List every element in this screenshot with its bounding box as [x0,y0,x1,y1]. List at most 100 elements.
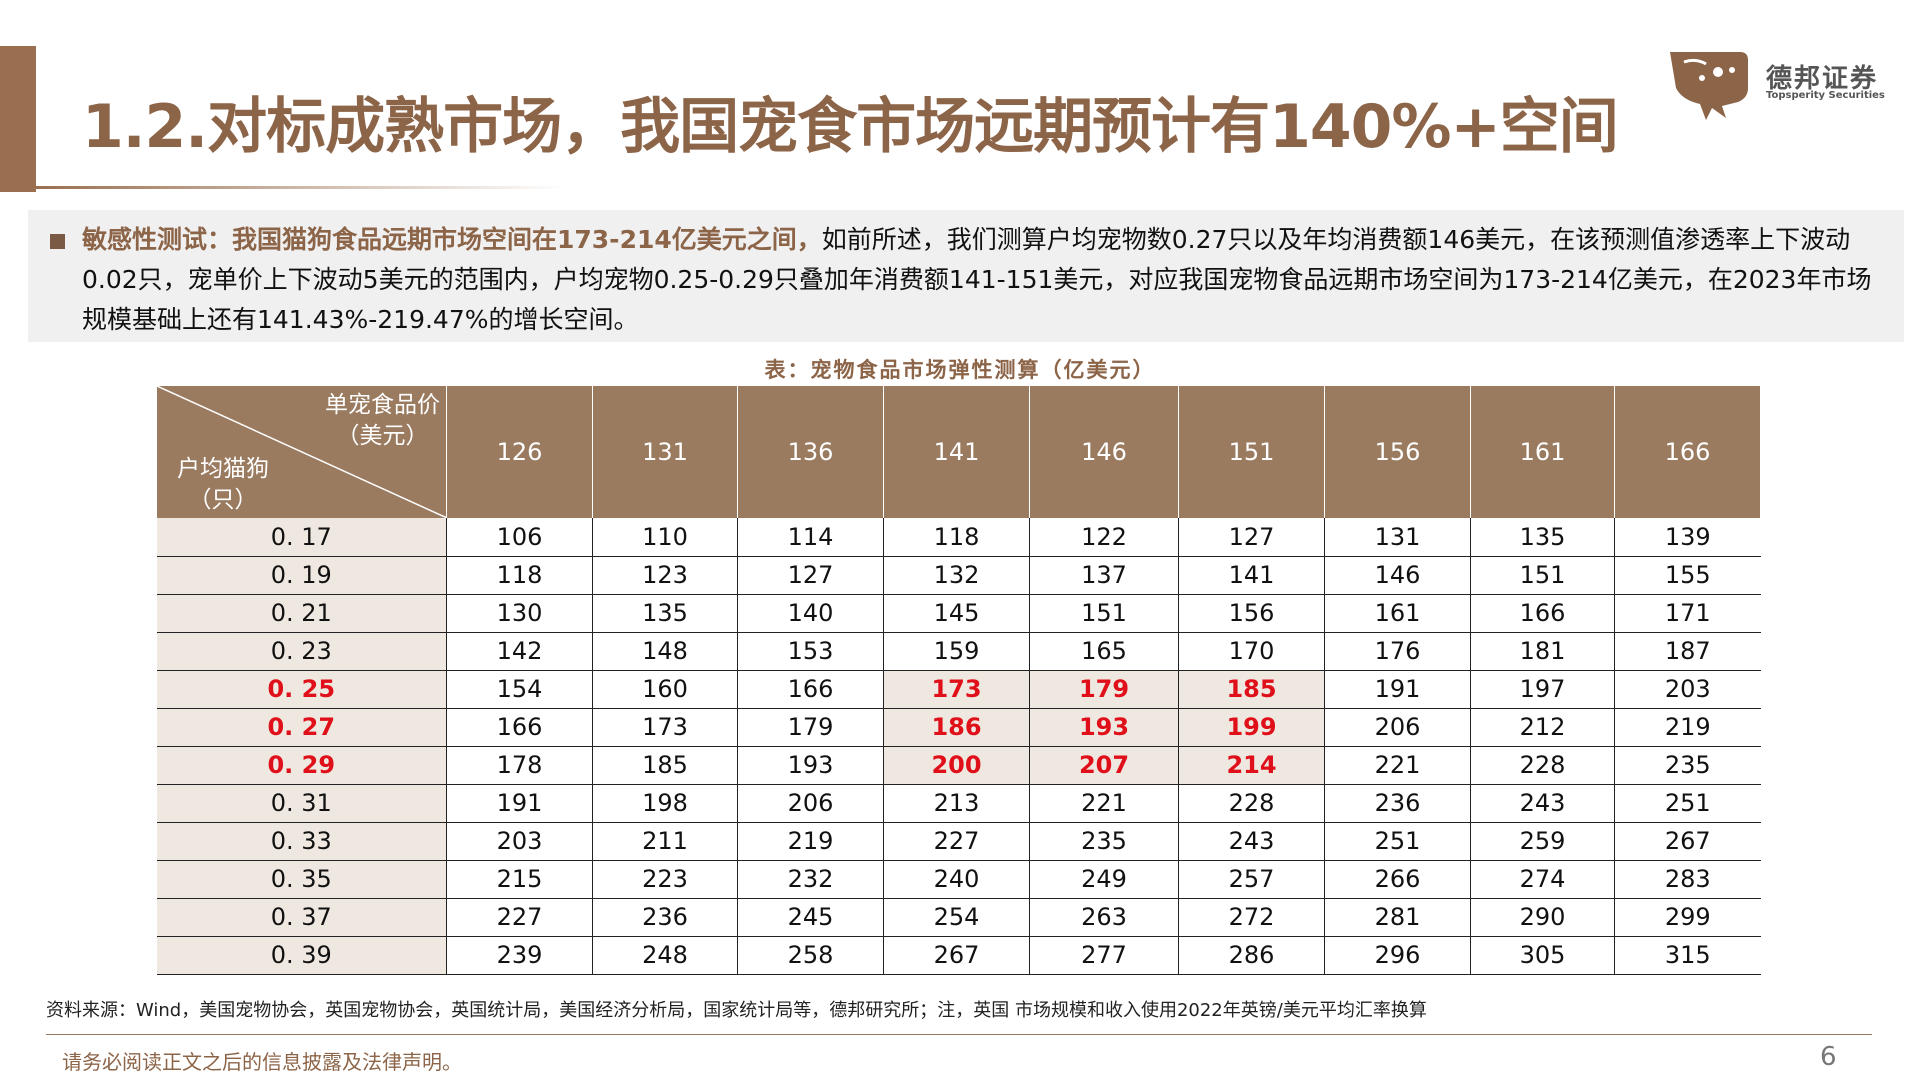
column-header: 136 [737,386,884,518]
corner-column-label: 单宠食品价 （美元） [325,392,440,449]
table-cell: 171 [1614,594,1761,633]
table-cell: 299 [1614,898,1761,937]
table-cell: 277 [1029,936,1179,975]
table-cell: 114 [737,518,884,557]
row-header: 0. 35 [156,860,447,899]
table-cell: 267 [883,936,1030,975]
table-cell: 266 [1324,860,1471,899]
table-cell: 185 [592,746,738,785]
page-number: 6 [1820,1042,1837,1072]
table-row: 0. 33 203 211 219 227 235 243 251 259 267 [156,822,1761,861]
table-cell: 193 [737,746,884,785]
table-cell: 248 [592,936,738,975]
table-cell: 236 [592,898,738,937]
title-underline [36,186,566,189]
table-cell: 135 [1470,518,1615,557]
table-cell: 239 [446,936,593,975]
table-cell: 145 [883,594,1030,633]
table-cell: 123 [592,556,738,595]
row-header: 0. 17 [156,518,447,557]
legal-disclaimer: 请务必阅读正文之后的信息披露及法律声明。 [62,1050,462,1074]
table-corner-cell: 单宠食品价 （美元） 户均猫狗 （只） [156,386,447,518]
table-cell: 232 [737,860,884,899]
row-header: 0. 21 [156,594,447,633]
table-header-row: 单宠食品价 （美元） 户均猫狗 （只） 126 131 136 141 146 … [156,386,1761,518]
summary-box: 敏感性测试：我国猫狗食品远期市场空间在173-214亿美元之间，如前所述，我们测… [28,210,1904,342]
column-header: 161 [1470,386,1615,518]
table-cell: 122 [1029,518,1179,557]
table-cell: 130 [446,594,593,633]
table-cell: 151 [1470,556,1615,595]
table-cell: 251 [1324,822,1471,861]
table-cell: 272 [1178,898,1325,937]
table-cell: 257 [1178,860,1325,899]
table-cell: 161 [1324,594,1471,633]
table-cell: 219 [1614,708,1761,747]
table-row: 0. 27 166 173 179 186 193 199 206 212 219 [156,708,1761,747]
table-cell: 305 [1470,936,1615,975]
corner-row-label: 户均猫狗 （只） [177,456,269,513]
table-cell: 132 [883,556,1030,595]
table-body: 0. 17 106 110 114 118 122 127 131 135 139 0. 19 118… [156,518,1761,975]
title-accent-bar [0,46,36,192]
table-cell: 223 [592,860,738,899]
table-cell: 258 [737,936,884,975]
sensitivity-table: 单宠食品价 （美元） 户均猫狗 （只） 126 131 136 141 146 … [156,386,1761,975]
table-cell: 259 [1470,822,1615,861]
row-header: 0. 37 [156,898,447,937]
diagonal-divider [157,386,447,518]
table-cell: 131 [1324,518,1471,557]
brand-logo-icon [1670,52,1748,120]
summary-highlight: 敏感性测试：我国猫狗食品远期市场空间在173-214亿美元之间， [82,225,822,254]
table-cell: 236 [1324,784,1471,823]
table-cell: 170 [1178,632,1325,671]
table-cell: 227 [446,898,593,937]
table-cell: 197 [1470,670,1615,709]
table-cell: 181 [1470,632,1615,671]
column-header: 141 [883,386,1030,518]
table-cell: 315 [1614,936,1761,975]
table-cell: 206 [737,784,884,823]
table-cell: 140 [737,594,884,633]
table-cell: 153 [737,632,884,671]
table-cell: 185 [1178,670,1325,709]
page-title: 1.2.对标成熟市场，我国宠食市场远期预计有140%+空间 [82,92,1619,162]
table-row: 0. 29 178 185 193 200 207 214 221 228 235 [156,746,1761,785]
table-cell: 245 [737,898,884,937]
table-cell: 199 [1178,708,1325,747]
row-header: 0. 19 [156,556,447,595]
table-cell: 142 [446,632,593,671]
table-cell: 211 [592,822,738,861]
table-cell: 203 [1614,670,1761,709]
table-cell: 155 [1614,556,1761,595]
table-cell: 249 [1029,860,1179,899]
table-cell: 251 [1614,784,1761,823]
table-cell: 214 [1178,746,1325,785]
table-cell: 179 [737,708,884,747]
table-cell: 228 [1178,784,1325,823]
column-header: 131 [592,386,738,518]
table-cell: 193 [1029,708,1179,747]
table-cell: 118 [883,518,1030,557]
table-row: 0. 25 154 160 166 173 179 185 191 197 203 [156,670,1761,709]
table-cell: 221 [1029,784,1179,823]
table-cell: 110 [592,518,738,557]
table-cell: 212 [1470,708,1615,747]
table-cell: 207 [1029,746,1179,785]
column-header: 151 [1178,386,1325,518]
table-cell: 263 [1029,898,1179,937]
table-cell: 127 [737,556,884,595]
row-header: 0. 31 [156,784,447,823]
table-row: 0. 21 130 135 140 145 151 156 161 166 171 [156,594,1761,633]
table-cell: 243 [1470,784,1615,823]
table-cell: 151 [1029,594,1179,633]
table-cell: 148 [592,632,738,671]
table-cell: 137 [1029,556,1179,595]
row-header: 0. 25 [156,670,447,709]
table-cell: 283 [1614,860,1761,899]
table-cell: 200 [883,746,1030,785]
row-header: 0. 27 [156,708,447,747]
table-row: 0. 17 106 110 114 118 122 127 131 135 139 [156,518,1761,557]
table-cell: 179 [1029,670,1179,709]
row-header: 0. 39 [156,936,447,975]
